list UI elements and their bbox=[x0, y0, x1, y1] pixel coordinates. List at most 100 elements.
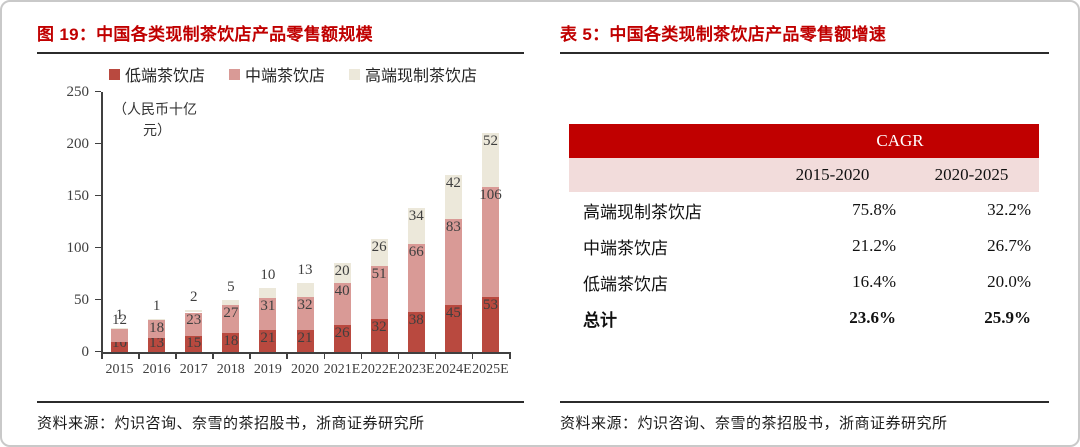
data-label: 13 bbox=[149, 335, 165, 351]
legend-label: 低端茶饮店 bbox=[125, 68, 206, 85]
x-axis-category-label: 2023E bbox=[397, 362, 435, 377]
row-label: 高端现制茶饮店 bbox=[583, 202, 702, 222]
data-label: 26 bbox=[371, 238, 387, 255]
bar-segment-中端茶饮店 bbox=[481, 186, 499, 297]
data-label: 13 bbox=[297, 262, 313, 279]
legend-label: 高端现制茶饮店 bbox=[365, 68, 478, 85]
data-label: 18 bbox=[149, 319, 165, 336]
bar-segment-中端茶饮店 bbox=[333, 283, 351, 325]
x-axis-tick-mark bbox=[138, 354, 140, 359]
bar-segment-低端茶饮店 bbox=[296, 330, 314, 352]
y-axis-tick-label: 50 bbox=[74, 292, 89, 308]
y-axis-tick-mark bbox=[95, 142, 101, 144]
data-label: 21 bbox=[297, 330, 313, 347]
column-header-2020-2025: 2020-2025 bbox=[904, 158, 1040, 192]
table-header-cagr: CAGR bbox=[761, 124, 1040, 158]
bar-segment-中端茶饮店 bbox=[407, 243, 425, 313]
chart-title-divider bbox=[37, 52, 524, 54]
table-source-note: 资料来源：灼识咨询、奈雪的茶招股书，浙商证券研究所 bbox=[560, 416, 948, 432]
data-label: 27 bbox=[223, 305, 239, 322]
bar-segment-中端茶饮店 bbox=[259, 297, 277, 331]
table-panel: 表 5：中国各类现制茶饮店产品零售额增速 CAGR 2015-2020 2020… bbox=[560, 20, 1049, 433]
y-axis-tick-label: 0 bbox=[81, 344, 90, 360]
bar-segment-低端茶饮店 bbox=[407, 312, 425, 352]
bar-segment-中端茶饮店 bbox=[222, 305, 240, 334]
bar-segment-高端现制茶饮店 bbox=[370, 238, 388, 266]
bar-segment-中端茶饮店 bbox=[444, 218, 462, 306]
table-header-row: CAGR bbox=[569, 124, 1040, 158]
y-axis-tick-mark bbox=[95, 90, 101, 92]
table-title-divider bbox=[560, 52, 1049, 54]
legend-item: 中端茶饮店 bbox=[229, 62, 325, 86]
data-label: 20 bbox=[334, 262, 350, 279]
y-axis-tick-mark bbox=[95, 246, 101, 248]
x-axis-tick-mark bbox=[323, 354, 326, 359]
data-label: 1 bbox=[152, 297, 161, 314]
stacked-bar-chart: 0 50 100 150 200 250 2015 10 12 1 2016 13 18 1 2017 15 2… bbox=[37, 60, 524, 392]
x-axis-category-label: 2015 bbox=[105, 362, 134, 377]
legend-swatch-icon bbox=[349, 68, 361, 80]
cagr-table: CAGR 2015-2020 2020-2025 高端现制茶饮店 75.8% 3… bbox=[569, 124, 1040, 336]
x-axis-category-label: 2021E bbox=[323, 362, 361, 377]
bar-segment-高端现制茶饮店 bbox=[296, 283, 314, 297]
data-label: 31 bbox=[260, 297, 276, 314]
y-axis-tick-mark bbox=[95, 350, 101, 352]
bar-segment-中端茶饮店 bbox=[111, 329, 129, 342]
x-axis-tick-mark bbox=[397, 354, 400, 359]
y-axis-line bbox=[101, 92, 103, 352]
data-label: 42 bbox=[445, 175, 461, 192]
data-label: 45 bbox=[445, 305, 461, 322]
bar-segment-低端茶饮店 bbox=[222, 333, 240, 352]
row-value: 32.2% bbox=[987, 200, 1032, 219]
bar-segment-低端茶饮店 bbox=[148, 338, 166, 352]
row-label: 总计 bbox=[583, 310, 617, 330]
row-value: 26.7% bbox=[987, 236, 1032, 255]
bar-segment-高端现制茶饮店 bbox=[259, 287, 277, 298]
data-label: 106 bbox=[479, 186, 502, 203]
row-value: 20.0% bbox=[987, 272, 1032, 291]
x-axis-tick-mark bbox=[175, 354, 177, 359]
data-label: 51 bbox=[371, 265, 387, 282]
x-axis-tick-mark bbox=[101, 354, 103, 359]
bar-segment-低端茶饮店 bbox=[333, 324, 351, 352]
data-label: 2 bbox=[189, 289, 198, 306]
data-label: 10 bbox=[260, 266, 276, 283]
bar-segment-高端现制茶饮店 bbox=[148, 318, 166, 320]
table-row: 中端茶饮店 21.2% 26.7% bbox=[569, 228, 1039, 264]
data-label: 12 bbox=[112, 312, 128, 329]
x-axis-tick-mark bbox=[471, 354, 474, 359]
bar-segment-低端茶饮店 bbox=[370, 318, 388, 352]
row-value: 75.8% bbox=[852, 200, 896, 219]
column-header-2015-2020: 2015-2020 bbox=[761, 158, 904, 192]
data-label: 15 bbox=[186, 335, 202, 351]
bar-segment-高端现制茶饮店 bbox=[481, 132, 499, 187]
bar-segment-中端茶饮店 bbox=[296, 296, 314, 331]
chart-legend: 低端茶饮店 中端茶饮店 高端现制茶饮店 bbox=[109, 62, 477, 86]
row-value: 23.6% bbox=[849, 308, 896, 327]
unit-label-line: 元） bbox=[143, 124, 171, 139]
table-title: 表 5：中国各类现制茶饮店产品零售额增速 bbox=[560, 25, 887, 44]
row-label: 低端茶饮店 bbox=[583, 274, 668, 294]
x-axis-tick-mark bbox=[286, 354, 288, 359]
data-label: 52 bbox=[482, 132, 498, 149]
row-value: 25.9% bbox=[984, 308, 1032, 327]
data-label: 18 bbox=[223, 333, 239, 350]
x-axis-category-label: 2020 bbox=[290, 362, 319, 377]
data-label: 83 bbox=[445, 218, 461, 235]
data-label: 26 bbox=[334, 324, 350, 341]
table-row: 低端茶饮店 16.4% 20.0% bbox=[569, 264, 1039, 300]
legend-item: 低端茶饮店 bbox=[109, 62, 205, 86]
y-axis-tick-label: 200 bbox=[66, 136, 90, 152]
chart-title: 图 19：中国各类现制茶饮店产品零售额规模 bbox=[37, 25, 373, 44]
x-axis-line bbox=[101, 352, 511, 354]
table-subheader-row: 2015-2020 2020-2025 bbox=[569, 158, 1040, 192]
chart-source-note: 资料来源：灼识咨询、奈雪的茶招股书，浙商证券研究所 bbox=[37, 416, 425, 432]
x-axis-category-label: 2017 bbox=[179, 362, 208, 377]
data-label: 53 bbox=[482, 296, 498, 313]
data-label: 23 bbox=[186, 312, 202, 329]
bar-segment-中端茶饮店 bbox=[148, 319, 166, 339]
legend-swatch-icon bbox=[109, 68, 120, 80]
data-label: 38 bbox=[408, 312, 424, 329]
y-axis-tick-mark bbox=[95, 194, 101, 196]
